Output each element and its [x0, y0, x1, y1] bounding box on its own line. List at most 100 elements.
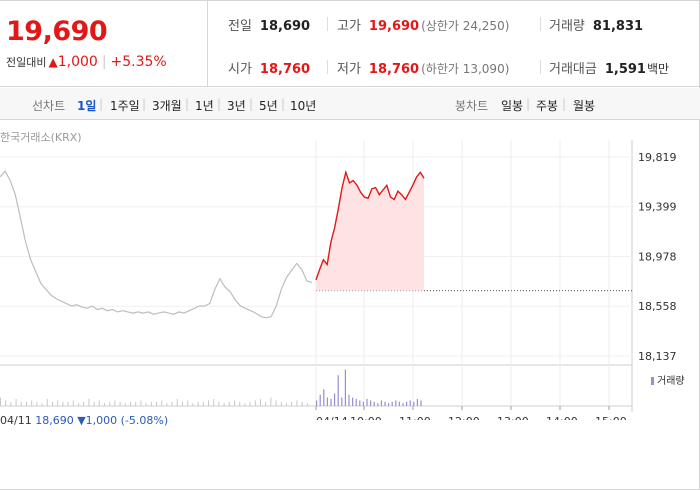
- x-tick-label: 13:00: [497, 415, 529, 420]
- x-tick-label: 04/14: [316, 415, 348, 420]
- x-tick-label: 11:00: [399, 415, 431, 420]
- tab-1w[interactable]: 1주일: [110, 99, 140, 113]
- tab-monthly-candle[interactable]: 월봉: [573, 99, 596, 113]
- volume-bar-prev: [218, 401, 220, 406]
- volume-bar-prev: [130, 401, 131, 406]
- volume-bar-today: [413, 401, 415, 406]
- trade-value-label: 거래대금: [549, 62, 597, 77]
- volume-bar-prev: [260, 399, 261, 406]
- tab-weekly-candle[interactable]: 주봉: [536, 99, 559, 113]
- volume-bar-prev: [176, 399, 178, 406]
- volume-bar-prev: [93, 401, 95, 406]
- volume-bar-prev: [156, 401, 157, 406]
- tab-1y[interactable]: 1년: [195, 99, 214, 113]
- volume-bar-prev: [280, 401, 282, 406]
- x-axis: 04/1410:00 11:00 12:00 13:00 14:00 15:00: [315, 406, 627, 420]
- volume-bar-today: [323, 389, 325, 406]
- volume-bar-prev: [249, 401, 251, 406]
- tab-3m[interactable]: 3개월: [152, 99, 182, 113]
- trade-value-unit: 백만: [646, 62, 670, 76]
- volume-bar-prev: [291, 401, 293, 406]
- tab-daily-candle[interactable]: 일봉: [501, 99, 524, 113]
- volume-bar-prev: [98, 400, 100, 406]
- line-chart-title: 선차트: [32, 99, 66, 113]
- price-chart: 19,819 19,399 18,978 18,558 18,137 04/1410:0…: [0, 140, 677, 420]
- tab-5y[interactable]: 5년: [259, 99, 278, 113]
- price-box: 19,690 전일대비 ▲1,000 | +5.35%: [0, 0, 208, 87]
- volume-bar-today: [377, 403, 379, 406]
- volume-bar-prev: [286, 403, 287, 406]
- up-arrow-icon: ▲: [48, 55, 58, 69]
- volume-bar-prev: [244, 403, 246, 406]
- volume-bars: [0, 369, 422, 406]
- volume-bar-today: [406, 401, 408, 406]
- separator: |: [99, 97, 104, 111]
- volume-bar-today: [420, 400, 422, 406]
- low-stat: 저가 18,760 (하한가 13,090): [337, 58, 509, 77]
- trade-value-stat: 거래대금 1,591백만: [549, 58, 669, 77]
- volume-label: 거래량: [549, 19, 585, 34]
- volume-bar-prev: [62, 401, 64, 406]
- volume-legend: 거래량: [651, 372, 685, 387]
- separator: |: [526, 97, 531, 111]
- volume-bar-today: [330, 399, 332, 406]
- change-amount: 1,000: [57, 54, 98, 70]
- trade-value: 1,591: [604, 62, 646, 77]
- volume-bar-prev: [202, 401, 204, 406]
- volume-bar-prev: [239, 401, 241, 406]
- volume-bar-prev: [46, 399, 48, 406]
- x-tick-label: 14:00: [546, 415, 578, 420]
- volume-bar-today: [326, 397, 328, 406]
- divider: [540, 60, 541, 74]
- volume-legend-label: 거래량: [657, 376, 685, 387]
- prev-day-series: [0, 170, 313, 319]
- volume-bar-prev: [114, 400, 116, 406]
- volume-bar-today: [316, 400, 318, 406]
- y-tick-label: 19,819: [638, 151, 677, 164]
- volume-bar-prev: [88, 399, 90, 406]
- volume-bar-prev: [15, 399, 17, 406]
- high-stat: 고가 19,690 (상한가 24,250): [337, 15, 509, 34]
- volume-bar-prev: [197, 401, 199, 406]
- x-tick-label: 15:00: [595, 415, 627, 420]
- volume-bar-prev: [254, 400, 256, 406]
- volume-bar-prev: [124, 403, 126, 406]
- volume-value: 81,831: [592, 19, 644, 34]
- volume-bar-prev: [275, 400, 277, 406]
- volume-bar-today: [402, 403, 404, 406]
- tab-3y[interactable]: 3년: [227, 99, 246, 113]
- tab-10y[interactable]: 10년: [290, 99, 317, 113]
- quote-summary: 19,690 전일대비 ▲1,000 | +5.35% 전일 18,690 고가 19,6…: [0, 0, 700, 87]
- volume-bar-today: [373, 401, 375, 406]
- x-tick-label: 10:00: [350, 415, 382, 420]
- volume-bar-prev: [52, 401, 53, 406]
- prev-day-percent: (-5.08%): [120, 414, 169, 427]
- low-label: 저가: [337, 62, 361, 77]
- volume-bar-today: [359, 400, 361, 406]
- tab-1d[interactable]: 1일: [77, 99, 97, 113]
- y-tick-label: 18,137: [638, 350, 677, 363]
- volume-bar-prev: [10, 401, 12, 406]
- x-tick-label: 12:00: [448, 415, 480, 420]
- down-arrow-icon: ▼: [77, 414, 86, 427]
- volume-bar-prev: [20, 401, 22, 406]
- volume-stat: 거래량 81,831: [549, 15, 643, 34]
- volume-bar-prev: [67, 401, 69, 406]
- volume-bar-today: [362, 401, 364, 406]
- volume-bar-prev: [296, 400, 298, 406]
- volume-bar-prev: [182, 401, 183, 406]
- volume-bar-prev: [140, 400, 142, 406]
- separator: |: [185, 97, 190, 111]
- volume-bar-today: [391, 401, 393, 406]
- upper-limit: (상한가 24,250): [421, 19, 510, 33]
- volume-bar-prev: [31, 400, 33, 406]
- open-stat: 시가 18,760: [228, 58, 310, 77]
- high-label: 고가: [337, 19, 361, 34]
- lower-limit: (하한가 13,090): [421, 62, 510, 76]
- volume-bar-prev: [301, 401, 303, 406]
- divider: [327, 17, 328, 31]
- volume-bar-today: [395, 400, 397, 406]
- volume-bar-prev: [150, 401, 152, 406]
- volume-bar-prev: [36, 401, 38, 406]
- prev-day-line: [0, 170, 313, 319]
